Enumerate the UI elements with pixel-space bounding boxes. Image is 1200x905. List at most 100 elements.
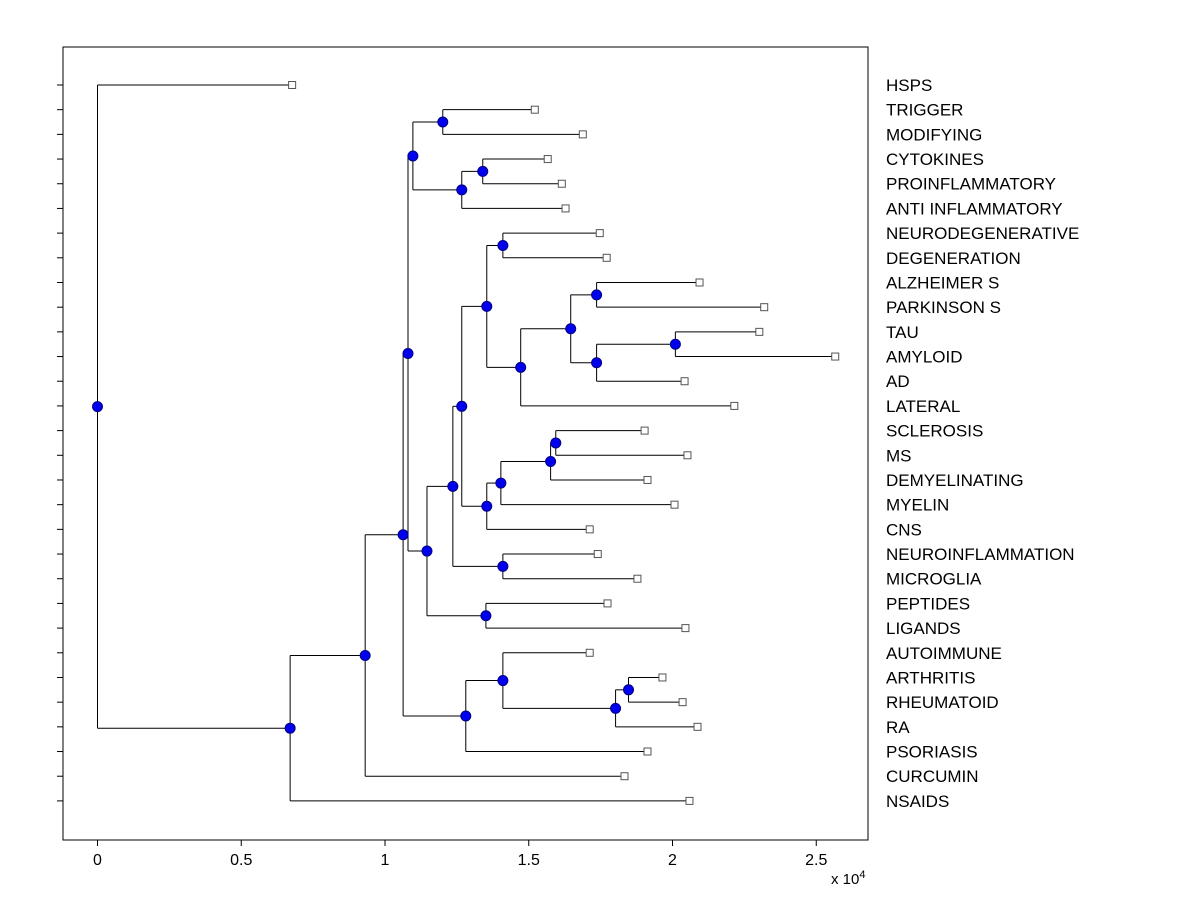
internal-node-marker bbox=[550, 437, 562, 449]
internal-node-marker bbox=[497, 239, 509, 251]
internal-node-marker bbox=[460, 710, 472, 722]
leaf-marker bbox=[620, 772, 629, 781]
internal-node-marker bbox=[92, 401, 103, 413]
internal-node-marker bbox=[497, 560, 509, 572]
leaf-label: PSORIASIS bbox=[886, 743, 978, 762]
leaf-marker bbox=[602, 253, 611, 262]
leaf-label: MS bbox=[886, 446, 912, 465]
leaf-marker bbox=[633, 574, 642, 583]
internal-node-marker bbox=[495, 477, 507, 489]
internal-node-marker bbox=[421, 545, 433, 557]
leaf-marker bbox=[685, 796, 694, 805]
leaf-marker bbox=[755, 327, 764, 336]
leaf-label: ALZHEIMER S bbox=[886, 273, 999, 292]
leaf-label: PARKINSON S bbox=[886, 298, 1001, 317]
leaf-marker bbox=[730, 401, 739, 410]
leaf-marker bbox=[695, 278, 704, 287]
internal-node-marker bbox=[397, 529, 409, 541]
leaf-marker bbox=[585, 525, 594, 534]
leaf-marker bbox=[760, 303, 769, 312]
leaf-marker bbox=[530, 105, 539, 114]
internal-node-marker bbox=[456, 400, 468, 412]
internal-node-marker bbox=[480, 610, 492, 622]
leaf-label: AD bbox=[886, 372, 910, 391]
internal-node-marker bbox=[481, 300, 493, 312]
internal-node-marker bbox=[407, 150, 419, 162]
leaf-label: AMYLOID bbox=[886, 348, 963, 367]
internal-node-marker bbox=[497, 675, 509, 687]
leaf-label: MICROGLIA bbox=[886, 570, 982, 589]
leaf-label: AUTOIMMUNE bbox=[886, 644, 1002, 663]
leaf-marker bbox=[681, 624, 690, 633]
internal-node-marker bbox=[591, 357, 603, 369]
leaf-label: SCLEROSIS bbox=[886, 422, 983, 441]
internal-node-marker bbox=[515, 361, 527, 373]
leaf-label: ARTHRITIS bbox=[886, 668, 975, 687]
x-tick-label: 0.5 bbox=[230, 852, 252, 869]
axis-exponent-label: x 104 bbox=[831, 869, 865, 888]
leaf-label: RA bbox=[886, 718, 910, 737]
leaf-marker bbox=[670, 500, 679, 509]
axis-multiplier-base: x 10 bbox=[831, 871, 860, 888]
leaf-label: CURCUMIN bbox=[886, 767, 979, 786]
internal-node-marker bbox=[610, 702, 622, 714]
leaf-marker bbox=[643, 475, 652, 484]
leaf-label: RHEUMATOID bbox=[886, 693, 999, 712]
leaf-marker bbox=[585, 648, 594, 657]
internal-node-marker bbox=[437, 116, 449, 128]
leaf-label: DEMYELINATING bbox=[886, 471, 1024, 490]
leaf-marker bbox=[593, 550, 602, 559]
leaf-label: HSPS bbox=[886, 76, 932, 95]
leaf-marker bbox=[831, 352, 840, 361]
leaf-marker bbox=[640, 426, 649, 435]
leaf-marker bbox=[658, 673, 667, 682]
internal-node-marker bbox=[623, 684, 635, 696]
axis-multiplier-exponent: 4 bbox=[859, 869, 866, 881]
internal-node-marker bbox=[284, 722, 296, 734]
internal-node-marker bbox=[477, 165, 489, 177]
internal-node-marker bbox=[669, 338, 681, 350]
axes-box bbox=[62, 46, 869, 841]
x-tick-label: 1 bbox=[381, 852, 390, 869]
leaf-label: TAU bbox=[886, 323, 919, 342]
internal-node-marker bbox=[481, 500, 493, 512]
x-tick-label: 1.5 bbox=[518, 852, 540, 869]
x-tick-label: 2.5 bbox=[805, 852, 827, 869]
leaf-label: MODIFYING bbox=[886, 125, 982, 144]
leaf-marker bbox=[595, 229, 604, 238]
internal-node-marker bbox=[359, 649, 371, 661]
leaf-marker bbox=[680, 377, 689, 386]
leaf-marker bbox=[561, 204, 570, 213]
leaf-label: MYELIN bbox=[886, 496, 949, 515]
leaf-label: ANTI INFLAMMATORY bbox=[886, 199, 1063, 218]
leaf-marker bbox=[578, 130, 587, 139]
x-tick-label: 2 bbox=[668, 852, 677, 869]
internal-node-marker bbox=[565, 323, 577, 335]
internal-node-marker bbox=[402, 348, 414, 360]
leaf-label: NSAIDS bbox=[886, 792, 949, 811]
leaf-marker bbox=[543, 155, 552, 164]
internal-node-marker bbox=[591, 289, 603, 301]
leaf-label: PEPTIDES bbox=[886, 594, 970, 613]
leaf-label: LIGANDS bbox=[886, 619, 961, 638]
leaf-marker bbox=[678, 698, 687, 707]
leaf-label: CYTOKINES bbox=[886, 150, 984, 169]
leaf-label: NEURODEGENERATIVE bbox=[886, 224, 1079, 243]
internal-node-marker bbox=[456, 184, 468, 196]
leaf-label: NEUROINFLAMMATION bbox=[886, 545, 1075, 564]
x-tick-label: 0 bbox=[93, 852, 102, 869]
leaf-marker bbox=[643, 747, 652, 756]
leaf-label: DEGENERATION bbox=[886, 249, 1021, 268]
leaf-label: LATERAL bbox=[886, 397, 960, 416]
leaf-marker bbox=[603, 599, 612, 608]
internal-node-marker bbox=[447, 480, 459, 492]
internal-node-marker bbox=[545, 455, 557, 467]
leaf-label: CNS bbox=[886, 520, 922, 539]
leaf-marker bbox=[693, 722, 702, 731]
leaf-marker bbox=[683, 451, 692, 460]
leaf-label: PROINFLAMMATORY bbox=[886, 175, 1056, 194]
leaf-marker bbox=[288, 81, 297, 89]
leaf-marker bbox=[557, 179, 566, 188]
